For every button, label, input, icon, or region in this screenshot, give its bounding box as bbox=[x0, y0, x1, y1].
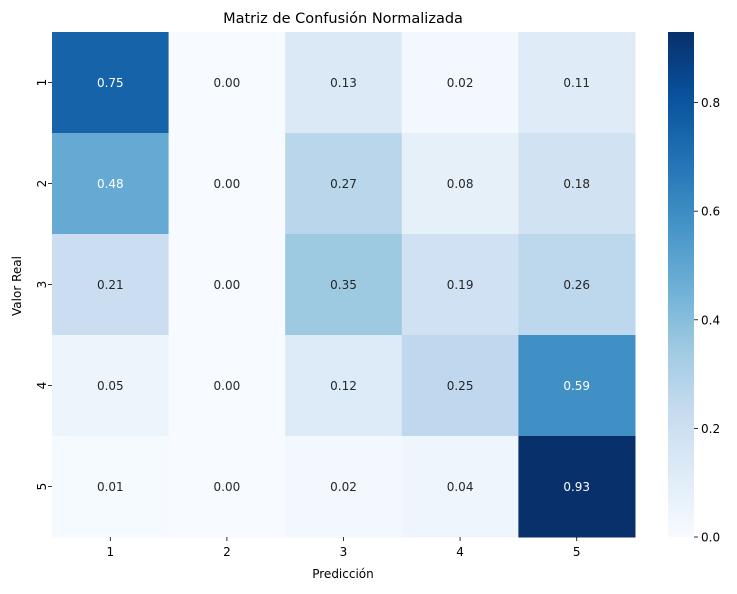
heatmap-cell bbox=[285, 133, 403, 235]
cell-value-label: 0.27 bbox=[330, 177, 357, 191]
heatmap-cell bbox=[285, 32, 403, 134]
y-tick-label: 2 bbox=[35, 180, 49, 188]
heatmap-cell bbox=[285, 436, 403, 538]
x-tick-label: 4 bbox=[456, 545, 464, 559]
heatmap-cell bbox=[518, 436, 636, 538]
heatmap-cell bbox=[52, 234, 170, 336]
cell-value-label: 0.04 bbox=[447, 480, 474, 494]
heatmap-cell bbox=[518, 32, 636, 134]
heatmap-cell-labels: 0.75 0.00 0.13 0.02 0.11 0.48 0.00 0.27 0.08 0.18… bbox=[97, 76, 590, 494]
heatmap-cells bbox=[52, 32, 636, 538]
x-axis-label: Predicción bbox=[312, 567, 374, 581]
heatmap-cell bbox=[285, 234, 403, 336]
x-axis-ticks: 1 2 3 4 5 bbox=[106, 537, 581, 559]
heatmap-cell bbox=[401, 335, 519, 437]
heatmap-cell bbox=[52, 133, 170, 235]
cell-value-label: 0.00 bbox=[214, 278, 241, 292]
x-tick-label: 3 bbox=[340, 545, 348, 559]
x-tick-label: 1 bbox=[106, 545, 114, 559]
cell-value-label: 0.48 bbox=[97, 177, 124, 191]
cell-value-label: 0.02 bbox=[330, 480, 357, 494]
cell-value-label: 0.19 bbox=[447, 278, 474, 292]
cell-value-label: 0.13 bbox=[330, 76, 357, 90]
cell-value-label: 0.12 bbox=[330, 379, 357, 393]
heatmap-cell bbox=[168, 436, 286, 538]
heatmap-cell bbox=[168, 234, 286, 336]
heatmap-cell bbox=[401, 234, 519, 336]
heatmap-cell bbox=[518, 335, 636, 437]
cell-value-label: 0.05 bbox=[97, 379, 124, 393]
heatmap-cell bbox=[52, 436, 170, 538]
colorbar-tick-label: 0.4 bbox=[701, 313, 720, 327]
heatmap-cell bbox=[168, 133, 286, 235]
chart-title: Matriz de Confusión Normalizada bbox=[223, 11, 463, 27]
cell-value-label: 0.59 bbox=[563, 379, 590, 393]
heatmap-cell bbox=[401, 436, 519, 538]
cell-value-label: 0.00 bbox=[214, 76, 241, 90]
cell-value-label: 0.00 bbox=[214, 379, 241, 393]
colorbar-tick-label: 0.6 bbox=[701, 205, 720, 219]
cell-value-label: 0.00 bbox=[214, 177, 241, 191]
cell-value-label: 0.21 bbox=[97, 278, 124, 292]
x-tick-label: 5 bbox=[573, 545, 581, 559]
y-tick-label: 1 bbox=[35, 79, 49, 87]
colorbar-tick-label: 0.8 bbox=[701, 96, 720, 110]
heatmap-cell bbox=[401, 32, 519, 134]
y-axis-ticks: 1 2 3 4 5 bbox=[35, 79, 52, 491]
heatmap-cell bbox=[518, 234, 636, 336]
y-tick-label: 5 bbox=[35, 483, 49, 491]
heatmap-cell bbox=[168, 32, 286, 134]
cell-value-label: 0.93 bbox=[563, 480, 590, 494]
heatmap-cell bbox=[285, 335, 403, 437]
y-axis-label: Valor Real bbox=[10, 256, 24, 316]
cell-value-label: 0.01 bbox=[97, 480, 124, 494]
colorbar-tick-label: 0.0 bbox=[701, 531, 720, 545]
cell-value-label: 0.18 bbox=[563, 177, 590, 191]
y-tick-label: 3 bbox=[35, 281, 49, 289]
x-tick-label: 2 bbox=[223, 545, 231, 559]
cell-value-label: 0.00 bbox=[214, 480, 241, 494]
y-tick-label: 4 bbox=[35, 382, 49, 390]
heatmap-cell bbox=[401, 133, 519, 235]
cell-value-label: 0.75 bbox=[97, 76, 124, 90]
cell-value-label: 0.02 bbox=[447, 76, 474, 90]
heatmap-cell bbox=[52, 335, 170, 437]
cell-value-label: 0.35 bbox=[330, 278, 357, 292]
heatmap-cell bbox=[52, 32, 170, 134]
colorbar-ticks: 0.0 0.2 0.4 0.6 0.8 bbox=[694, 96, 720, 545]
colorbar bbox=[668, 32, 694, 537]
cell-value-label: 0.25 bbox=[447, 379, 474, 393]
colorbar-tick-label: 0.2 bbox=[701, 422, 720, 436]
cell-value-label: 0.26 bbox=[563, 278, 590, 292]
cell-value-label: 0.08 bbox=[447, 177, 474, 191]
cell-value-label: 0.11 bbox=[563, 76, 590, 90]
heatmap-cell bbox=[168, 335, 286, 437]
heatmap-cell bbox=[518, 133, 636, 235]
